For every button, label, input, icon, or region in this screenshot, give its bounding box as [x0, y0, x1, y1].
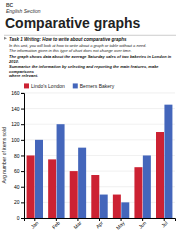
tick-mark: [21, 218, 24, 219]
tick: Feb: [51, 218, 61, 230]
tick: Apr: [94, 218, 104, 230]
tick: 120: [11, 121, 24, 127]
rule: [4, 35, 176, 36]
tick: 0: [17, 215, 24, 221]
tick-label: Mar: [72, 220, 83, 231]
x-axis: Jan Feb Mar Apr May Jun Jul: [25, 218, 176, 231]
grid-line: [24, 92, 175, 93]
tick-label: Feb: [51, 220, 61, 230]
graph-intro: Summarise the information by selecting a…: [9, 64, 159, 74]
tick: 100: [11, 137, 24, 143]
y-axis-title: Avg number of items sold: [1, 127, 7, 184]
task-body: The information given in this type of ch…: [9, 48, 132, 53]
bar: [91, 175, 99, 218]
tick-mark: [21, 93, 24, 94]
graph-intro: where relevant.: [9, 73, 38, 78]
series: [27, 132, 164, 218]
title: Comparative graphs: [5, 15, 141, 31]
tick-label: 20: [14, 199, 20, 205]
grid-line: [24, 202, 175, 203]
tick-mark: [21, 109, 24, 110]
header-label: BC: [6, 2, 14, 8]
legend-swatch: [24, 83, 29, 88]
bars: [27, 105, 173, 218]
tick: 140: [11, 106, 24, 112]
tick: 40: [14, 184, 24, 190]
grid: [24, 93, 175, 218]
bar: [134, 167, 142, 218]
bar: [121, 202, 129, 218]
bar: [164, 105, 172, 218]
tick-label: 0: [17, 215, 20, 221]
tick: Jul: [160, 218, 169, 229]
graph-intro: The graph shows data about the average S…: [8, 54, 172, 64]
tick: Mar: [72, 218, 83, 230]
tick-label: 120: [11, 121, 20, 127]
legend-swatch: [73, 83, 78, 88]
tick: 160: [11, 90, 24, 96]
tick-label: Apr: [94, 220, 104, 230]
bar: [27, 155, 35, 218]
grid-line: [24, 124, 175, 125]
tick: Jan: [29, 218, 39, 230]
grid-line: [24, 139, 175, 140]
bar: [156, 132, 164, 218]
marker: [4, 37, 7, 40]
legend-label: Lindo's London: [31, 83, 65, 89]
tick-mark: [21, 124, 24, 125]
grid-line: [24, 108, 175, 109]
bar: [78, 148, 86, 218]
tick-label: Jul: [160, 220, 169, 229]
chart: BCEnglish SectionComparative graphs Task …: [0, 0, 180, 234]
tick: 20: [14, 199, 24, 205]
tick-label: 80: [14, 153, 20, 159]
series: [35, 105, 172, 218]
tick: 80: [14, 153, 24, 159]
tick-mark: [21, 155, 24, 156]
bar: [143, 155, 151, 218]
bar: [113, 195, 121, 218]
legend: Lindo's London Berners Bakery: [24, 83, 115, 89]
tick: 60: [14, 168, 24, 174]
tick: May: [115, 218, 126, 231]
bar: [100, 195, 108, 218]
tick-label: 40: [14, 184, 20, 190]
tick: Jun: [137, 218, 147, 230]
tick-label: 100: [11, 137, 20, 143]
bar: [48, 159, 56, 218]
legend-label: Berners Bakery: [80, 83, 115, 89]
tick-label: 140: [11, 106, 20, 112]
grid-line: [24, 171, 175, 172]
grid-line: [24, 186, 175, 187]
tick-label: 60: [14, 168, 20, 174]
tick-mark: [21, 140, 24, 141]
tick-mark: [21, 187, 24, 188]
bar: [35, 140, 43, 218]
background: [0, 0, 180, 234]
tick-mark: [21, 202, 24, 203]
axis-line: [21, 93, 25, 218]
task-title: Task 1 Writing: How to write about compa…: [9, 37, 127, 42]
tick-label: 160: [11, 90, 20, 96]
bar: [57, 124, 65, 218]
grid-line: [24, 155, 175, 156]
tick-label: Jun: [137, 220, 147, 230]
y-axis: 0 20 40 60 80 100 120 140 160: [11, 90, 24, 221]
bar: [70, 171, 78, 218]
section-label: English Section: [6, 8, 41, 14]
tick-label: May: [115, 219, 126, 230]
tick-label: Jan: [29, 220, 39, 230]
tick-mark: [21, 171, 24, 172]
